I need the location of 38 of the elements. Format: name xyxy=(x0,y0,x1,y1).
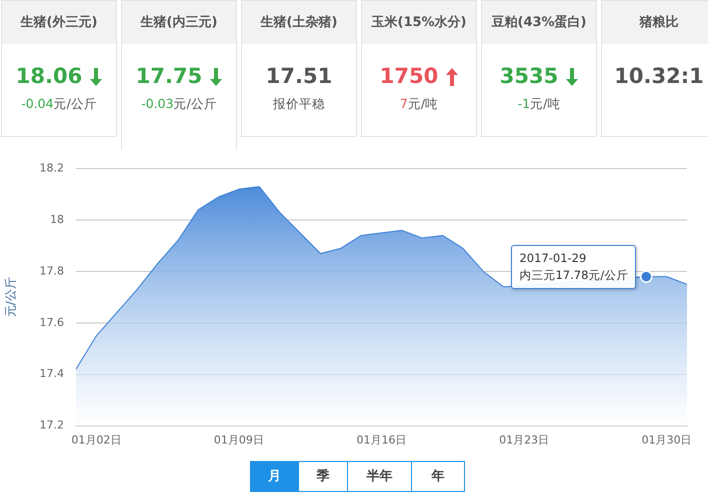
x-tick-label: 01月30日 xyxy=(642,433,692,446)
text: 生猪(外三元) xyxy=(2,1,116,44)
text: 玉米(15%水分) xyxy=(362,1,476,44)
text: 1750 xyxy=(380,64,438,88)
text: 生猪(内三元) xyxy=(122,1,236,44)
y-tick-label: 17.6 xyxy=(40,316,64,329)
category-label: 半年 xyxy=(347,462,411,491)
y-tick-label: 17.2 xyxy=(40,418,64,432)
text: 元/公斤 xyxy=(54,96,97,111)
text: 18.06 xyxy=(16,64,82,88)
x-tick-label: 01月16日 xyxy=(356,433,406,446)
category-label: 年 xyxy=(411,462,464,491)
y-tick-label: 17.8 xyxy=(40,264,64,278)
y-tick-label: 18.2 xyxy=(40,161,64,174)
text: -0.03 xyxy=(141,96,174,111)
y-tick-label: 18 xyxy=(50,212,64,226)
text: -0.04 xyxy=(21,96,54,111)
text: 豆粕(43%蛋白) xyxy=(482,1,596,44)
text: 17.75 xyxy=(136,64,202,88)
category-label: 季 xyxy=(298,462,347,491)
x-tick-label: 01月09日 xyxy=(214,433,264,446)
text: 生猪(土杂猪) xyxy=(242,1,356,44)
text: 7 xyxy=(400,96,408,111)
x-tick-label: 01月02日 xyxy=(71,433,122,446)
text: 报价平稳 xyxy=(273,96,325,111)
text: 猪粮比 xyxy=(602,1,708,44)
annotation: 2017-01-29 内三元17.78元/公斤 xyxy=(511,244,636,289)
text: 10.32:1 xyxy=(614,64,704,88)
text: 元/吨 xyxy=(530,96,560,111)
x-tick-label: 01月23日 xyxy=(499,433,550,446)
y-tick-label: 17.4 xyxy=(40,367,64,380)
text: 3535 xyxy=(500,64,558,88)
text: -1 xyxy=(518,96,530,111)
text: 17.51 xyxy=(266,64,332,88)
category-label: 月 xyxy=(251,462,298,491)
text: 元/吨 xyxy=(408,96,438,111)
text: 元/公斤 xyxy=(174,96,217,111)
y-axis-title: 元/公斤 xyxy=(3,277,18,318)
